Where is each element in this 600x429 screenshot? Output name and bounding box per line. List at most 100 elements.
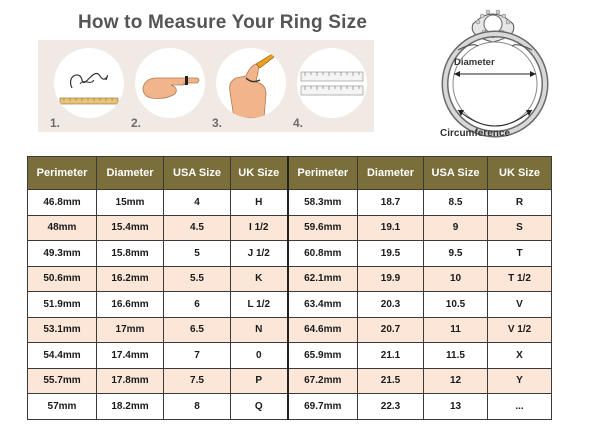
step-1-illustration: [54, 48, 124, 118]
step-2-number: 2.: [131, 116, 142, 130]
table-cell: 16.6mm: [96, 291, 164, 318]
table-row: 55.7mm 17.8mm 7.5 P 67.2mm 21.5 12 Y: [27, 367, 552, 394]
table-cell: 51.9mm: [27, 291, 97, 318]
table-cell: 19.9: [357, 265, 424, 292]
table-cell: 6.5: [163, 316, 231, 343]
table-cell: 46.8mm: [27, 189, 97, 216]
table-cell: 4.5: [163, 214, 231, 241]
table-cell: P: [230, 367, 289, 394]
table-cell: 21.1: [357, 342, 424, 369]
table-cell: 58.3mm: [287, 189, 358, 216]
table-cell: 10.5: [423, 291, 488, 318]
table-cell: 16.2mm: [96, 265, 164, 292]
table-cell: 22.3: [357, 393, 424, 420]
column-header: UK Size: [230, 156, 289, 190]
table-cell: R: [487, 189, 552, 216]
table-cell: X: [487, 342, 552, 369]
table-cell: 17.4mm: [96, 342, 164, 369]
column-header: Diameter: [96, 156, 164, 190]
table-cell: 19.1: [357, 214, 424, 241]
table-cell: 15mm: [96, 189, 164, 216]
table-cell: 60.8mm: [287, 240, 358, 267]
table-row: 51.9mm 16.6mm 6 L 1/2 63.4mm 20.3 10.5 V: [27, 291, 552, 318]
table-cell: 13: [423, 393, 488, 420]
ring-diagram: [418, 2, 568, 148]
table-cell: H: [230, 189, 289, 216]
table-cell: 9.5: [423, 240, 488, 267]
column-header: Perimeter: [287, 156, 358, 190]
table-cell: K: [230, 265, 289, 292]
step-3-number: 3.: [212, 116, 223, 130]
hand-wrap-icon: [142, 76, 200, 99]
ruler-measure-icon: [300, 71, 364, 96]
table-cell: 11.5: [423, 342, 488, 369]
table-cell: 49.3mm: [27, 240, 97, 267]
table-row: 54.4mm 17.4mm 7 0 65.9mm 21.1 11.5 X: [27, 342, 552, 369]
table-cell: 63.4mm: [287, 291, 358, 318]
table-cell: 7: [163, 342, 231, 369]
string-ruler-icon: [59, 73, 119, 105]
table-row: 57mm 18.2mm 8 Q 69.7mm 22.3 13...: [27, 393, 552, 420]
diameter-label: Diameter: [454, 57, 495, 68]
table-cell: 54.4mm: [27, 342, 97, 369]
table-cell: 62.1mm: [287, 265, 358, 292]
table-cell: 19.5: [357, 240, 424, 267]
table-cell: J 1/2: [230, 240, 289, 267]
table-cell: 18.7: [357, 189, 424, 216]
ring-size-table: Perimeter Diameter USA Size UK Size Perimete…: [27, 156, 552, 420]
table-cell: 48mm: [27, 214, 97, 241]
table-cell: 20.3: [357, 291, 424, 318]
table-row: 48mm 15.4mm 4.5 I 1/2 59.6mm 19.1 9 S: [27, 214, 552, 241]
table-cell: 11: [423, 316, 488, 343]
table-cell: 6: [163, 291, 231, 318]
table-cell: 7.5: [163, 367, 231, 394]
table-cell: 0: [230, 342, 289, 369]
table-cell: N: [230, 316, 289, 343]
step-1-number: 1.: [50, 116, 61, 130]
table-cell: ...: [487, 393, 552, 420]
step-4-number: 4.: [293, 116, 304, 130]
finger-mark-icon: [229, 53, 275, 118]
table-cell: S: [487, 214, 552, 241]
step-2-illustration: [135, 48, 205, 118]
table-cell: Y: [487, 367, 552, 394]
column-header: USA Size: [163, 156, 231, 190]
table-cell: 21.5: [357, 367, 424, 394]
table-cell: 18.2mm: [96, 393, 164, 420]
column-header: Diameter: [357, 156, 424, 190]
table-cell: 5.5: [163, 265, 231, 292]
table-row: 49.3mm 15.8mm 5 J 1/2 60.8mm 19.5 9.5 T: [27, 240, 552, 267]
table-cell: 50.6mm: [27, 265, 97, 292]
ring-diagram-icon: [441, 9, 549, 138]
page-title: How to Measure Your Ring Size: [78, 12, 368, 33]
table-cell: 57mm: [27, 393, 97, 420]
table-cell: T: [487, 240, 552, 267]
table-cell: 64.6mm: [287, 316, 358, 343]
table-cell: 10: [423, 265, 488, 292]
table-cell: 17.8mm: [96, 367, 164, 394]
table-cell: 15.4mm: [96, 214, 164, 241]
table-cell: 55.7mm: [27, 367, 97, 394]
table-row: 50.6mm 16.2mm 5.5 K 62.1mm 19.9 10 T 1/2: [27, 265, 552, 292]
table-cell: 20.7: [357, 316, 424, 343]
measuring-steps-panel: 1. 2. 3. 4.: [38, 40, 374, 132]
table-cell: 4: [163, 189, 231, 216]
table-cell: T 1/2: [487, 265, 552, 292]
table-cell: 12: [423, 367, 488, 394]
table-cell: 67.2mm: [287, 367, 358, 394]
table-cell: 15.8mm: [96, 240, 164, 267]
column-header: Perimeter: [27, 156, 97, 190]
table-cell: 8: [163, 393, 231, 420]
table-header-row: Perimeter Diameter USA Size UK Size Perimete…: [27, 156, 552, 190]
table-cell: 69.7mm: [287, 393, 358, 420]
table-row: 53.1mm 17mm 6.5 N 64.6mm 20.7 11 V 1/2: [27, 316, 552, 343]
table-cell: Q: [230, 393, 289, 420]
table-cell: V 1/2: [487, 316, 552, 343]
step-4-illustration: [297, 48, 367, 118]
table-cell: 53.1mm: [27, 316, 97, 343]
step-3-illustration: [216, 48, 286, 118]
circumference-label: Circumference: [440, 128, 511, 139]
table-row: 46.8mm 15mm 4 H 58.3mm 18.7 8.5 R: [27, 189, 552, 216]
table-cell: 9: [423, 214, 488, 241]
column-header: UK Size: [487, 156, 552, 190]
